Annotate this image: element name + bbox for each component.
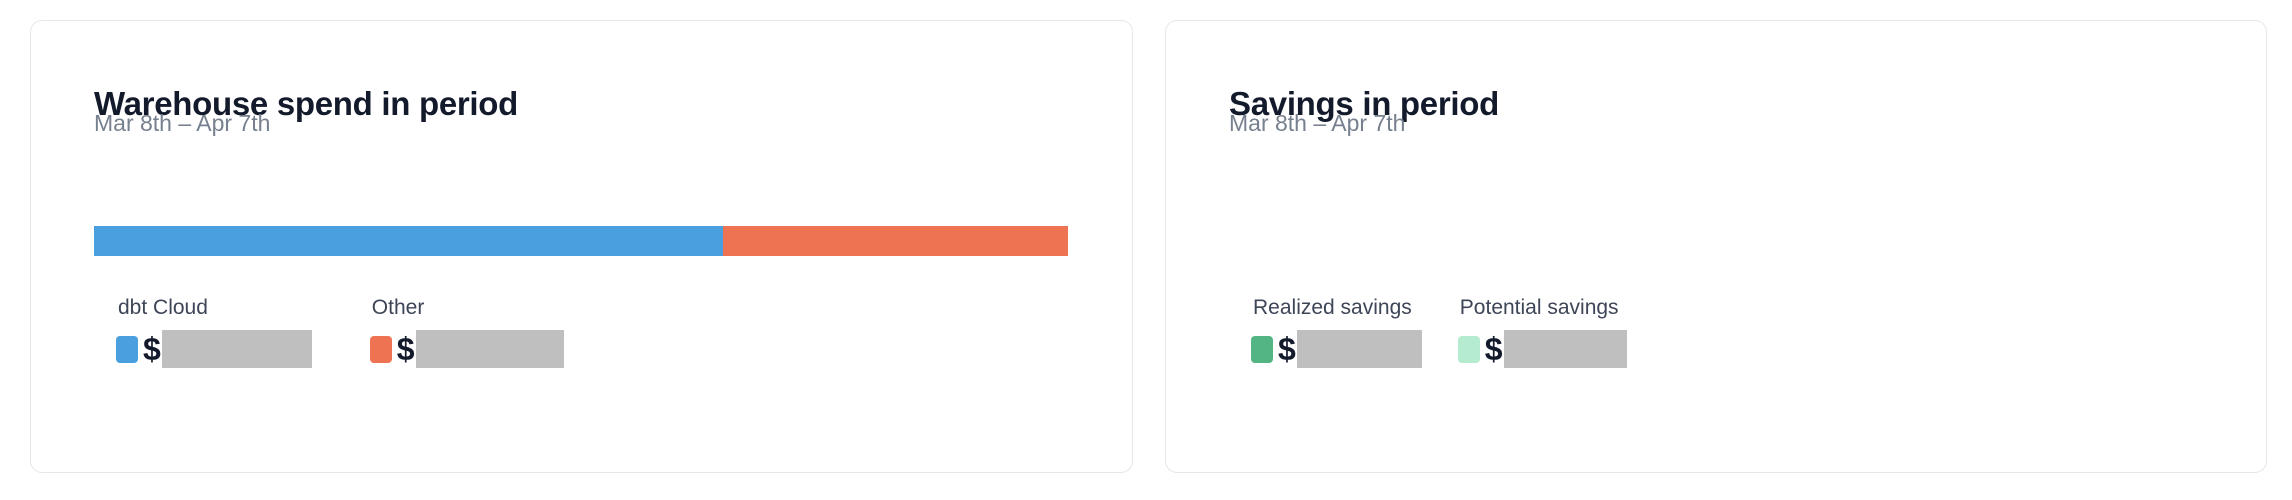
legend-label-potential-savings: Potential savings	[1459, 296, 1619, 319]
currency-symbol: $	[1278, 331, 1296, 367]
legend-label-other: Other	[371, 296, 425, 319]
currency-symbol: $	[1484, 331, 1503, 367]
redacted-value-potential-savings	[1503, 330, 1627, 368]
legend-item-potential-savings: Potential savings $	[1457, 296, 1627, 368]
page-title: Warehouse spend in period	[94, 85, 518, 123]
currency-symbol: $	[396, 331, 415, 367]
redacted-value-realized-savings	[1296, 330, 1422, 368]
date-range-subtitle: Mar 8th – Apr 7th	[94, 110, 271, 136]
legend-value-row: $	[116, 330, 312, 368]
color-swatch-icon-potential-savings	[1457, 335, 1480, 363]
legend-item-realized-savings: Realized savings $	[1251, 296, 1422, 368]
legend-value-row: $	[1251, 330, 1422, 368]
color-swatch-icon-realized-savings	[1251, 335, 1273, 363]
card-content: Savings in period Mar 8th – Apr 7th Real…	[1229, 21, 2226, 472]
page-title: Savings in period	[1229, 85, 1499, 123]
card-content: Warehouse spend in period Mar 8th – Apr …	[94, 21, 1092, 472]
currency-symbol: $	[143, 331, 161, 367]
redacted-value-dbt-cloud	[161, 330, 312, 368]
warehouse-spend-card: Warehouse spend in period Mar 8th – Apr …	[30, 20, 1133, 473]
redacted-value-other	[415, 330, 564, 368]
date-range-subtitle: Mar 8th – Apr 7th	[1229, 110, 1406, 136]
legend-item-dbt-cloud: dbt Cloud $	[116, 296, 312, 368]
legend-value-row: $	[369, 330, 564, 368]
legend-label-dbt-cloud: dbt Cloud	[118, 296, 208, 319]
color-swatch-icon-dbt-cloud	[116, 335, 138, 363]
legend-label-realized-savings: Realized savings	[1253, 296, 1412, 319]
savings-card: Savings in period Mar 8th – Apr 7th Real…	[1165, 20, 2267, 473]
warehouse-spend-legend: dbt Cloud $ Other $	[116, 296, 564, 368]
legend-item-other: Other $	[369, 296, 564, 368]
bar-segment-dbt-cloud	[94, 226, 724, 256]
color-swatch-icon-other	[369, 335, 392, 363]
warehouse-spend-stacked-bar	[94, 226, 1068, 256]
legend-value-row: $	[1457, 330, 1627, 368]
savings-legend: Realized savings $ Potential savings $	[1251, 296, 1627, 368]
bar-segment-other	[723, 226, 1068, 256]
